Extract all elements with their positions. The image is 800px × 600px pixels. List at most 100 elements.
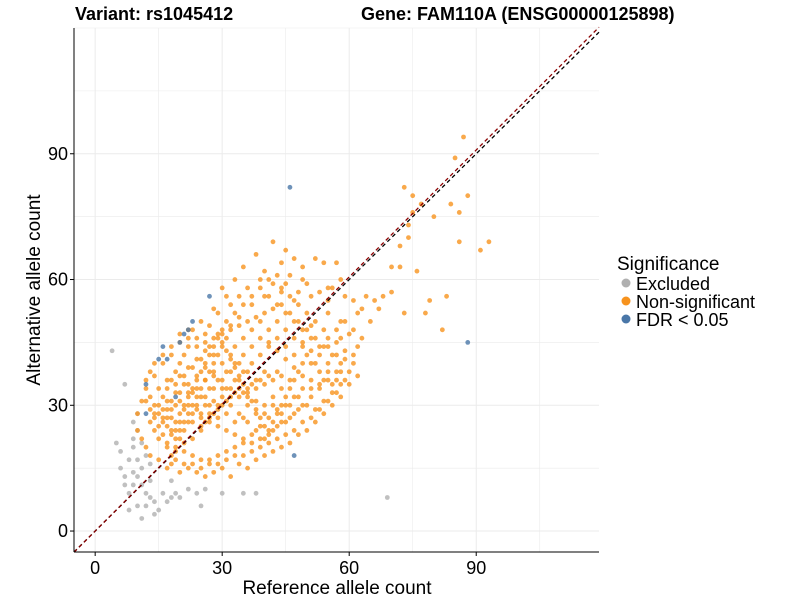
point-non-significant (338, 319, 344, 324)
point-non-significant (245, 369, 250, 375)
point-non-significant (185, 411, 191, 417)
point-non-significant (198, 356, 204, 362)
point-non-significant (249, 440, 255, 446)
point-non-significant (147, 407, 153, 412)
legend-label-non-significant: Non-significant (636, 292, 755, 312)
point-non-significant (185, 402, 191, 408)
point-excluded (152, 511, 157, 517)
point-non-significant (359, 335, 365, 341)
point-non-significant (249, 398, 255, 404)
point-excluded (143, 453, 149, 458)
point-non-significant (232, 365, 238, 370)
point-non-significant (274, 319, 280, 324)
point-non-significant (156, 423, 162, 429)
point-non-significant (236, 373, 242, 379)
point-non-significant (207, 386, 212, 391)
point-non-significant (190, 327, 195, 333)
point-non-significant (334, 340, 339, 345)
point-non-significant (266, 440, 272, 446)
point-non-significant (266, 293, 272, 299)
point-non-significant (173, 428, 179, 433)
legend: Significance Excluded Non-significant FD… (617, 254, 755, 330)
point-excluded (160, 490, 166, 496)
point-non-significant (232, 277, 238, 282)
point-non-significant (283, 281, 289, 287)
point-non-significant (156, 436, 162, 442)
point-non-significant (397, 243, 403, 249)
point-non-significant (266, 432, 272, 438)
point-non-significant (317, 407, 322, 412)
point-non-significant (295, 407, 301, 412)
point-non-significant (308, 377, 314, 383)
point-non-significant (270, 448, 276, 454)
point-non-significant (211, 469, 217, 475)
point-non-significant (283, 247, 289, 253)
point-non-significant (249, 302, 255, 308)
point-non-significant (372, 298, 378, 303)
point-non-significant (202, 348, 208, 354)
point-non-significant (236, 411, 242, 417)
point-non-significant (317, 344, 322, 349)
point-non-significant (295, 394, 301, 400)
point-non-significant (245, 394, 250, 400)
y-tick-label: 0 (58, 521, 68, 541)
point-non-significant (168, 432, 174, 438)
point-non-significant (249, 293, 255, 299)
point-non-significant (211, 398, 217, 404)
point-non-significant (240, 453, 246, 458)
point-non-significant (202, 365, 208, 370)
point-non-significant (202, 394, 208, 400)
point-non-significant (224, 386, 229, 391)
point-non-significant (240, 352, 246, 358)
data-points (109, 134, 492, 521)
point-non-significant (211, 335, 217, 341)
point-non-significant (198, 386, 204, 391)
point-non-significant (279, 302, 284, 308)
point-excluded (135, 457, 140, 463)
point-fdr-0-05 (173, 394, 179, 400)
point-non-significant (245, 465, 250, 471)
point-non-significant (190, 453, 195, 458)
point-excluded (168, 478, 174, 484)
point-non-significant (355, 344, 361, 349)
point-non-significant (300, 264, 306, 270)
point-non-significant (240, 415, 246, 421)
point-excluded (219, 490, 225, 496)
point-non-significant (283, 394, 289, 400)
point-non-significant (291, 256, 297, 261)
point-non-significant (262, 293, 267, 299)
point-non-significant (266, 340, 272, 345)
point-excluded (139, 516, 145, 521)
point-non-significant (190, 461, 195, 467)
point-non-significant (164, 423, 170, 429)
point-non-significant (270, 394, 276, 400)
point-non-significant (338, 277, 344, 282)
point-non-significant (295, 369, 301, 375)
point-non-significant (308, 394, 314, 400)
point-non-significant (262, 453, 267, 458)
point-non-significant (177, 360, 183, 366)
point-non-significant (240, 264, 246, 270)
point-non-significant (274, 335, 280, 341)
point-excluded (130, 444, 136, 450)
point-non-significant (245, 386, 250, 391)
point-non-significant (232, 344, 238, 349)
point-non-significant (194, 373, 200, 379)
point-non-significant (219, 285, 225, 291)
point-non-significant (329, 390, 335, 396)
point-non-significant (198, 457, 204, 463)
point-non-significant (287, 402, 293, 408)
point-excluded (168, 495, 174, 500)
point-non-significant (295, 302, 301, 308)
point-non-significant (279, 373, 284, 379)
point-non-significant (308, 415, 314, 421)
point-non-significant (219, 386, 225, 391)
point-non-significant (270, 281, 276, 287)
point-non-significant (262, 402, 267, 408)
point-non-significant (363, 293, 369, 299)
point-non-significant (219, 394, 225, 400)
point-non-significant (211, 360, 217, 366)
point-non-significant (228, 323, 234, 329)
point-fdr-0-05 (156, 356, 162, 362)
point-non-significant (202, 377, 208, 383)
